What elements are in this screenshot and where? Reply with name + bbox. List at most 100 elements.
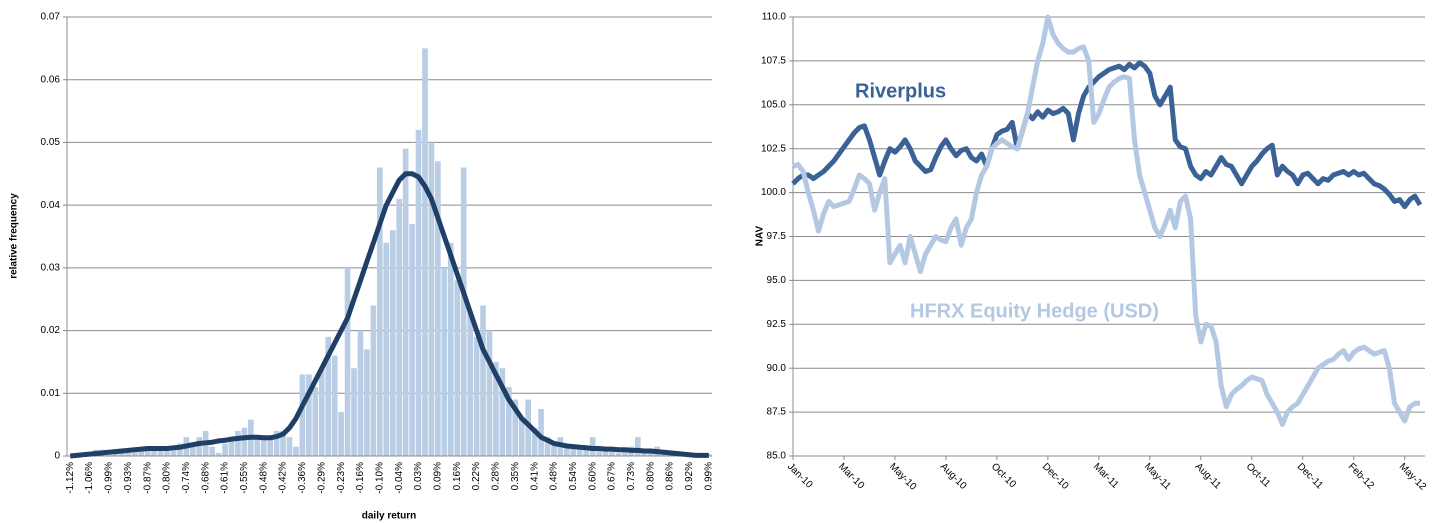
x-tick-label: 0.60% [587, 462, 598, 490]
x-tick-label: Mar-11 [1091, 461, 1121, 491]
y-tick-label: 0.04 [41, 200, 61, 211]
bar [144, 449, 151, 456]
bar [551, 443, 557, 456]
y-tick-label: 0.06 [41, 74, 61, 85]
bar [435, 161, 441, 456]
x-tick-label: -0.29% [316, 462, 327, 494]
bar [299, 374, 306, 456]
bar [357, 330, 364, 456]
bar [409, 223, 415, 456]
bar [460, 167, 467, 456]
bar [609, 449, 615, 456]
x-tick-label: 0.92% [684, 462, 695, 490]
x-tick-label: May-11 [1142, 461, 1173, 492]
bar [441, 267, 448, 456]
bar [544, 437, 551, 456]
y-tick-label: 0 [54, 451, 60, 462]
x-tick-label: 0.09% [433, 462, 444, 490]
x-tick-label: Oct-10 [989, 461, 1018, 490]
bar [377, 167, 383, 456]
x-tick-label: 0.86% [665, 462, 676, 490]
bar [286, 437, 293, 456]
bar [273, 430, 280, 456]
bar [351, 368, 357, 456]
bar [583, 449, 590, 456]
x-tick-label: -0.55% [239, 462, 250, 494]
x-tick-label: -0.74% [181, 462, 192, 494]
x-tick-label: -0.99% [104, 462, 115, 494]
x-tick-label: 0.48% [549, 462, 560, 490]
bar [209, 446, 215, 456]
bar [493, 361, 499, 456]
bar [325, 336, 332, 456]
x-tick-label: Dec-10 [1040, 461, 1071, 492]
x-tick-label: -0.04% [394, 462, 405, 494]
bar [622, 449, 628, 456]
bar [602, 449, 609, 456]
series-label: HFRX Equity Hedge (USD) [910, 300, 1159, 322]
bar [189, 446, 196, 456]
x-tick-label: 0.35% [510, 462, 521, 490]
x-tick-label: -1.12% [65, 462, 76, 494]
bar [531, 427, 538, 456]
series-line [791, 60, 1423, 210]
y-tick-label: 97.5 [767, 231, 787, 242]
bar [222, 443, 228, 456]
bar [267, 437, 273, 456]
x-tick-label: -0.80% [162, 462, 173, 494]
bar [318, 368, 325, 456]
y-tick-label: 110.0 [762, 12, 787, 23]
y-tick-label: 0.05 [41, 137, 61, 148]
x-tick-label: 0.28% [491, 462, 502, 490]
bar [312, 387, 319, 456]
x-tick-label: Mar-10 [836, 461, 866, 491]
bar [241, 427, 248, 456]
bar [506, 387, 512, 456]
x-tick-label: 0.99% [703, 462, 714, 490]
y-tick-label: 90.0 [767, 363, 787, 374]
x-tick-label: 0.03% [413, 462, 424, 490]
x-tick-label: -0.42% [278, 462, 289, 494]
bar [564, 443, 570, 456]
bar [157, 449, 164, 456]
x-tick-label: 0.16% [452, 462, 463, 490]
bar [364, 349, 370, 456]
bar [306, 374, 312, 456]
x-tick-label: 0.54% [568, 462, 579, 490]
bar [486, 330, 493, 456]
x-tick-label: -0.93% [123, 462, 134, 494]
bar [570, 446, 577, 456]
x-tick-label: -0.68% [200, 462, 211, 494]
bar [164, 449, 170, 456]
x-tick-label: Jan-10 [785, 461, 815, 491]
x-tick-label: Feb-12 [1346, 461, 1376, 491]
bar [293, 446, 299, 456]
bar [480, 305, 486, 456]
y-tick-label: 95.0 [767, 275, 787, 286]
bar [151, 446, 157, 456]
bar [131, 449, 138, 456]
x-tick-label: May-10 [887, 461, 919, 493]
x-tick-label: -0.10% [374, 462, 385, 494]
x-tick-label: Dec-11 [1295, 461, 1325, 491]
x-tick-label: Aug-10 [938, 461, 969, 492]
x-tick-label: 0.67% [607, 462, 618, 490]
x-tick-label: -0.48% [258, 462, 269, 494]
y-tick-label: 85.0 [767, 451, 787, 462]
y-tick-label: 92.5 [767, 319, 787, 330]
bar [331, 355, 338, 456]
bar [383, 242, 390, 456]
bar [138, 449, 144, 456]
bar [402, 148, 409, 456]
bar [499, 368, 506, 456]
bar [576, 449, 583, 456]
x-tick-label: May-12 [1397, 461, 1429, 493]
bar [177, 443, 183, 456]
bar [235, 430, 241, 456]
x-tick-label: Oct-11 [1244, 461, 1273, 490]
x-tick-label: -0.23% [336, 462, 347, 494]
bar [615, 452, 622, 456]
bar [473, 336, 480, 456]
